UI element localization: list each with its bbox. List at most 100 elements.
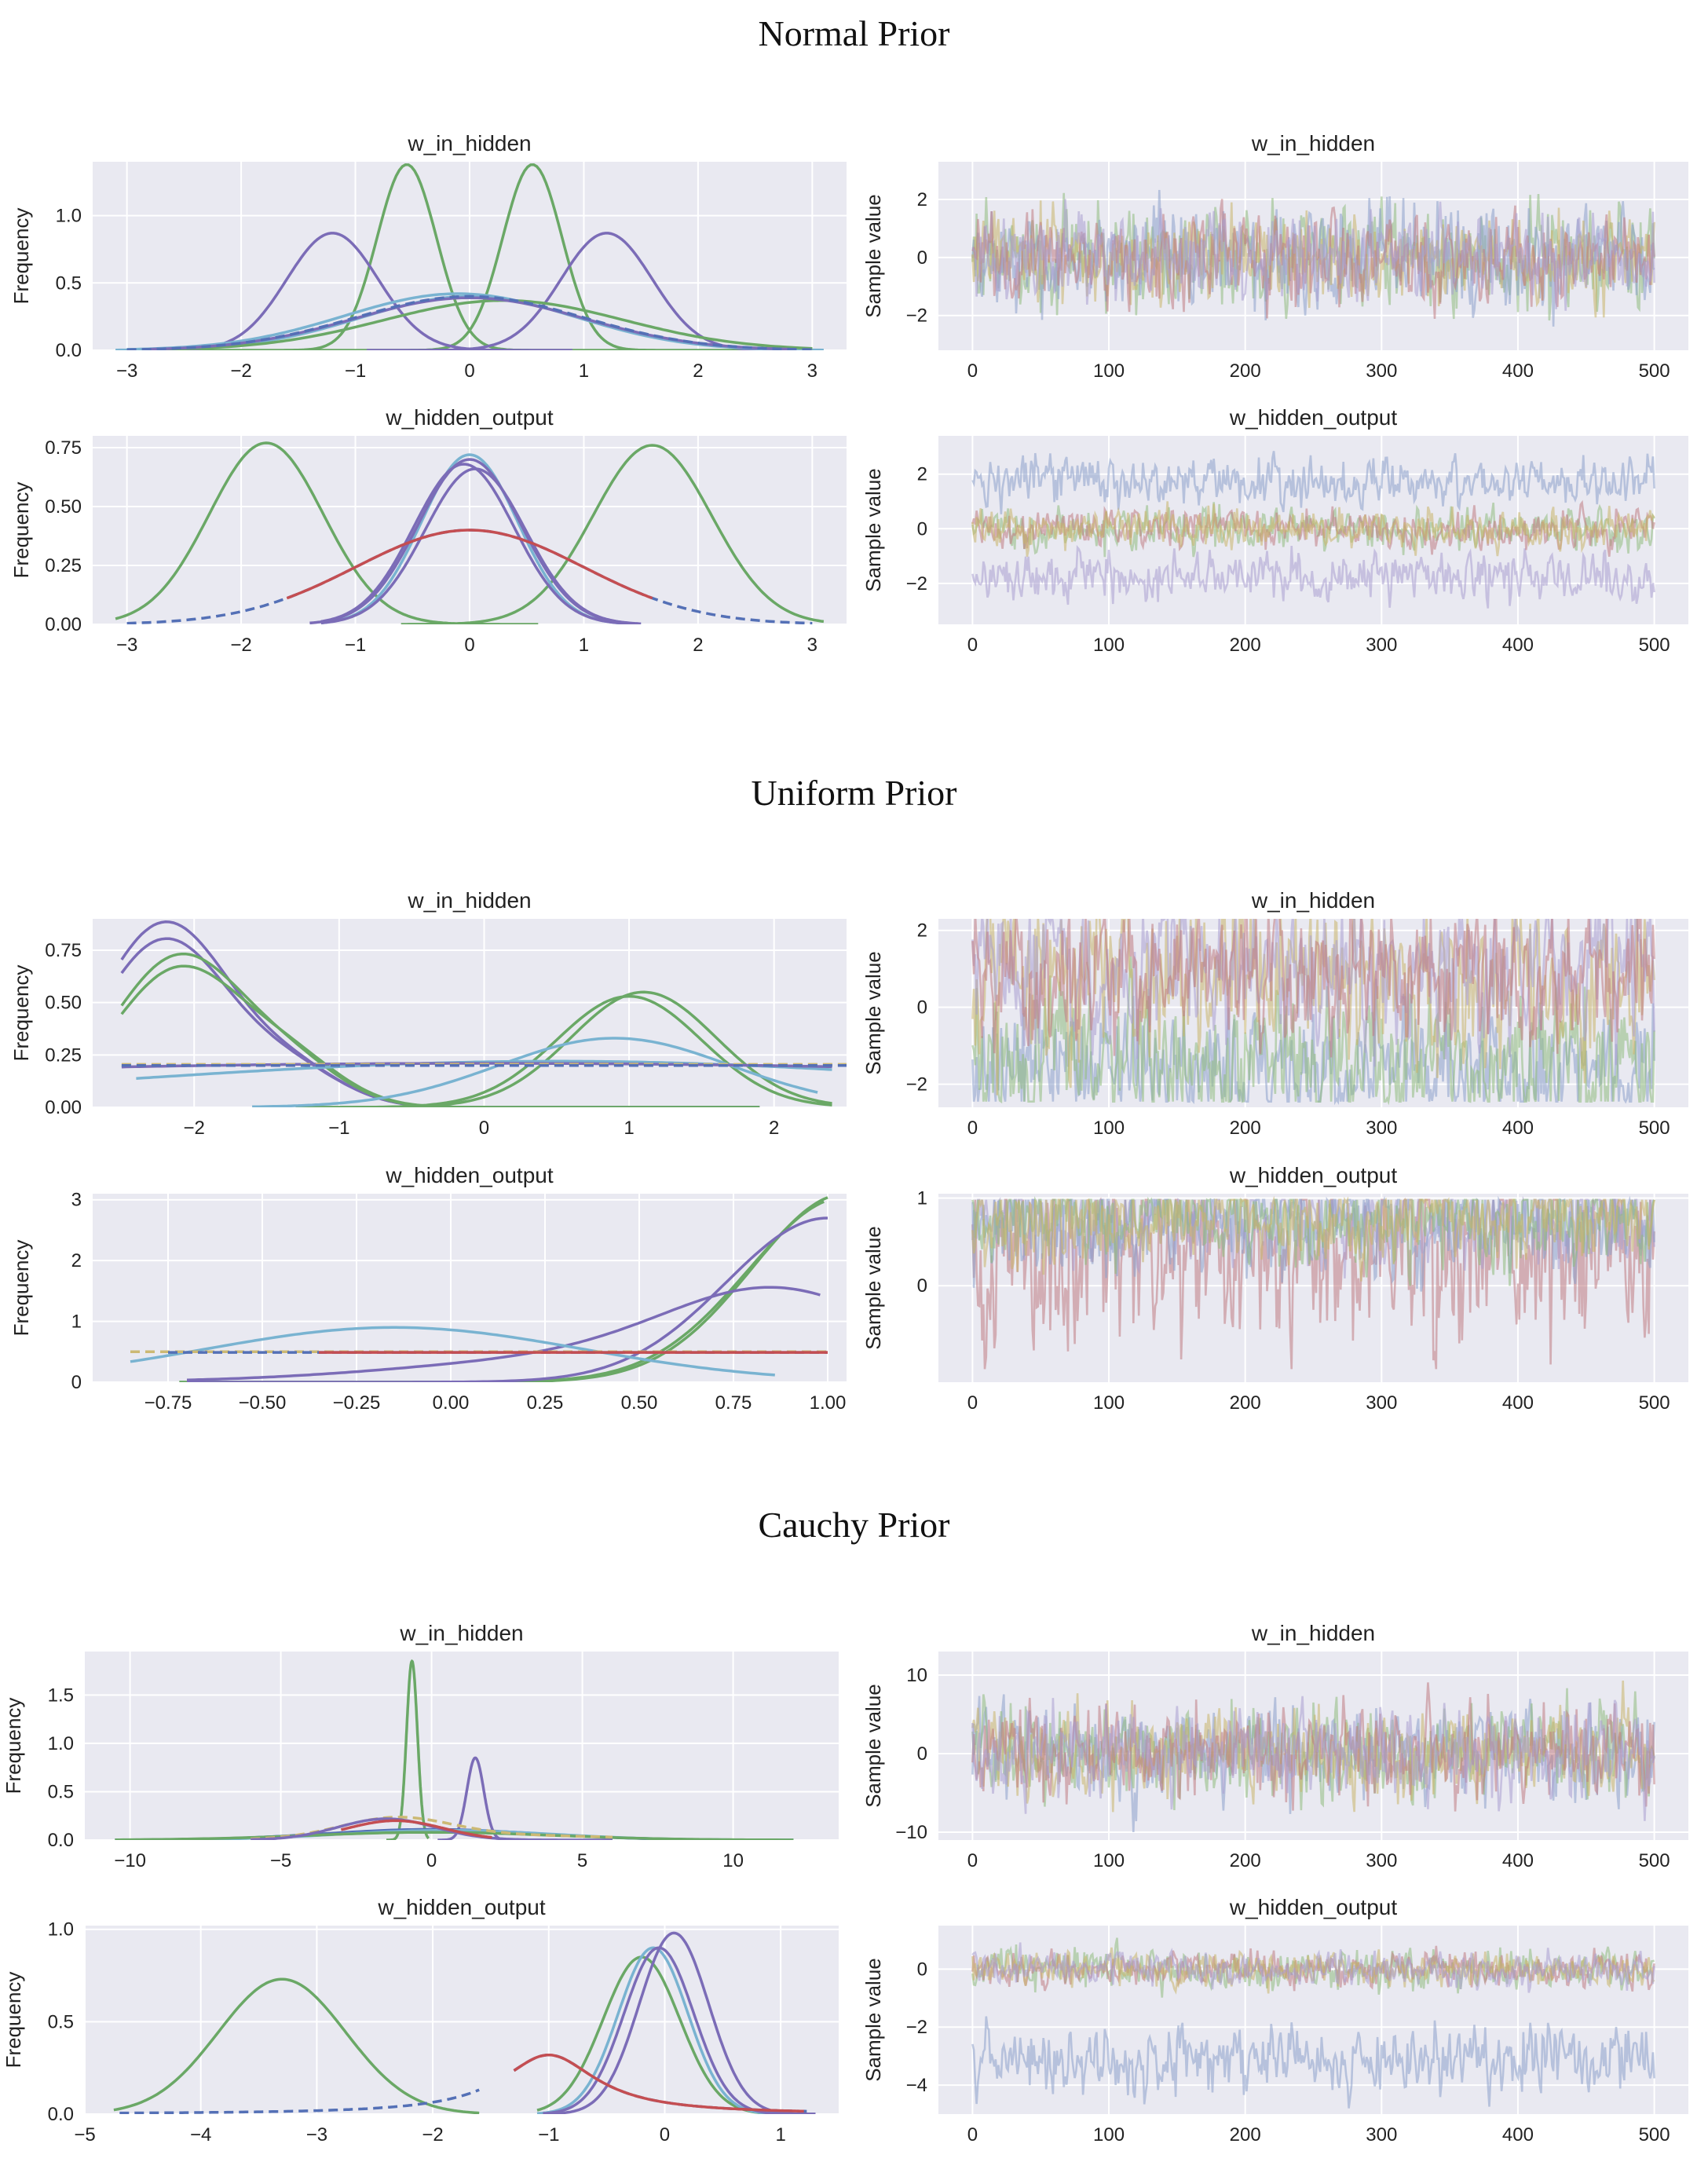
x-tick-label: 1 (624, 1118, 634, 1139)
y-tick-label: 0.50 (45, 496, 82, 518)
y-tick-label: 2 (917, 920, 927, 942)
x-tick-label: 500 (1639, 1392, 1670, 1414)
x-tick-label: 3 (807, 360, 817, 382)
x-tick-label: 0.25 (527, 1392, 564, 1414)
series-group (971, 1681, 1655, 1833)
trace-series-trace_purple (971, 1942, 1655, 1993)
kde-curve-purple (186, 1286, 821, 1381)
x-tick-label: 400 (1502, 1118, 1534, 1139)
kde-curve-lightblue (252, 1037, 818, 1107)
plot-area (85, 1652, 839, 1840)
y-tick-label: 10 (906, 1665, 927, 1686)
subplot-title: w_in_hidden (1251, 1621, 1375, 1645)
x-tick-label: 0 (464, 360, 474, 382)
y-tick-label: 0.0 (56, 340, 82, 361)
y-axis-label: Frequency (9, 482, 33, 579)
uniform-kde-in-panel: −2 −1 0 1 2 0.00 0.25 0.50 0.75 w_in_hidden Freque… (9, 888, 847, 1139)
x-tick-label: 100 (1093, 1850, 1125, 1871)
y-tick-label: 0.5 (56, 273, 82, 294)
series-group (115, 441, 825, 624)
x-tick-label: 200 (1230, 360, 1261, 382)
x-tick-label: 300 (1366, 360, 1397, 382)
subplot-title: w_hidden_output (1229, 1163, 1398, 1187)
x-tick-label: −10 (114, 1850, 146, 1871)
x-tick-label: −4 (190, 2124, 211, 2146)
y-tick-label: 1.5 (48, 1685, 74, 1706)
y-tick-label: 1.0 (48, 1919, 74, 1941)
y-axis-label: Sample value (861, 1684, 885, 1808)
series-group (130, 1196, 828, 1382)
y-tick-label: 3 (71, 1190, 82, 1211)
x-tick-label: −2 (422, 2124, 443, 2146)
kde-curve-green (309, 163, 801, 350)
normal-trace-in-panel: 0 100 200 300 400 500 −2 0 2 w_in_hidden Sample va… (861, 131, 1688, 382)
x-tick-label: 0 (967, 360, 978, 382)
kde-curve-purple (543, 1946, 816, 2114)
x-tick-label: 200 (1230, 2124, 1261, 2146)
series-group (971, 451, 1655, 609)
x-tick-label: 500 (1639, 635, 1670, 656)
y-tick-label: −4 (906, 2075, 927, 2096)
x-tick-label: 0 (967, 2124, 978, 2146)
y-tick-label: 0.0 (48, 1830, 74, 1851)
y-tick-label: 0 (917, 247, 927, 269)
series-group (971, 189, 1655, 327)
y-axis-label: Frequency (2, 1972, 25, 2069)
y-tick-label: 0 (917, 1275, 927, 1297)
x-tick-label: 400 (1502, 2124, 1534, 2146)
x-tick-label: −3 (306, 2124, 327, 2146)
y-tick-label: 0.5 (48, 1781, 74, 1802)
series-group (971, 919, 1655, 1106)
y-tick-label: −2 (906, 573, 927, 594)
y-tick-label: −2 (906, 1074, 927, 1096)
y-tick-label: 2 (917, 464, 927, 485)
subplot-title: w_hidden_output (1229, 1895, 1398, 1919)
trace-series-trace_purple (971, 544, 1655, 609)
trace-series-trace_gold (971, 1195, 1655, 1282)
uniform-trace-out-panel: 0 100 200 300 400 500 0 1 w_hidden_output Sample … (861, 1163, 1688, 1414)
subplot-title: w_in_hidden (407, 888, 531, 913)
trace-series-trace_blue (971, 451, 1655, 514)
y-axis-label: Sample value (861, 194, 885, 318)
trace-series-trace_purple (971, 199, 1655, 311)
subplot-title: w_in_hidden (407, 131, 531, 155)
x-tick-label: 0 (426, 1850, 437, 1871)
x-tick-label: 200 (1230, 1850, 1261, 1871)
y-tick-label: 0.00 (45, 614, 82, 635)
kde-curve-blue (119, 2088, 480, 2114)
x-tick-label: 400 (1502, 360, 1534, 382)
y-tick-label: 0.25 (45, 555, 82, 576)
subplot-title: w_hidden_output (1229, 405, 1398, 430)
x-tick-label: −2 (184, 1118, 205, 1139)
x-tick-label: 500 (1639, 1118, 1670, 1139)
x-tick-label: 0 (967, 1850, 978, 1871)
trace-series-trace_purple (971, 1696, 1655, 1821)
y-tick-label: −10 (895, 1822, 927, 1843)
x-tick-label: 100 (1093, 360, 1125, 382)
x-tick-label: 3 (807, 635, 817, 656)
x-tick-label: 2 (693, 360, 703, 382)
y-tick-label: 2 (917, 189, 927, 210)
y-tick-label: 1.0 (56, 206, 82, 227)
x-tick-label: 100 (1093, 635, 1125, 656)
subplot-title: w_in_hidden (1251, 131, 1375, 155)
x-tick-label: −2 (230, 360, 251, 382)
cauchy-trace-in-panel: 0 100 200 300 400 500 −10 0 10 w_in_hidden Sample … (861, 1621, 1688, 1871)
subplot-title: w_hidden_output (377, 1895, 546, 1919)
kde-curve-purple (187, 1216, 828, 1382)
x-tick-label: 400 (1502, 1392, 1534, 1414)
x-tick-label: 0 (660, 2124, 670, 2146)
y-tick-label: 0.50 (45, 993, 82, 1014)
y-tick-label: 1 (917, 1188, 927, 1209)
x-tick-label: 1.00 (810, 1392, 847, 1414)
trace-series-trace_blue (971, 2016, 1655, 2109)
x-tick-label: −2 (230, 635, 251, 656)
x-tick-label: 0.75 (715, 1392, 752, 1414)
kde-curve-green (138, 163, 630, 350)
x-tick-label: 300 (1366, 1118, 1397, 1139)
y-axis-label: Sample value (861, 468, 885, 592)
kde-curve-lightblue (130, 1326, 775, 1377)
x-tick-label: 500 (1639, 1850, 1670, 1871)
uniform-trace-in-panel: 0 100 200 300 400 500 −2 0 2 w_in_hidden Sample va… (861, 888, 1688, 1139)
trace-series-trace_red (971, 919, 1655, 1058)
